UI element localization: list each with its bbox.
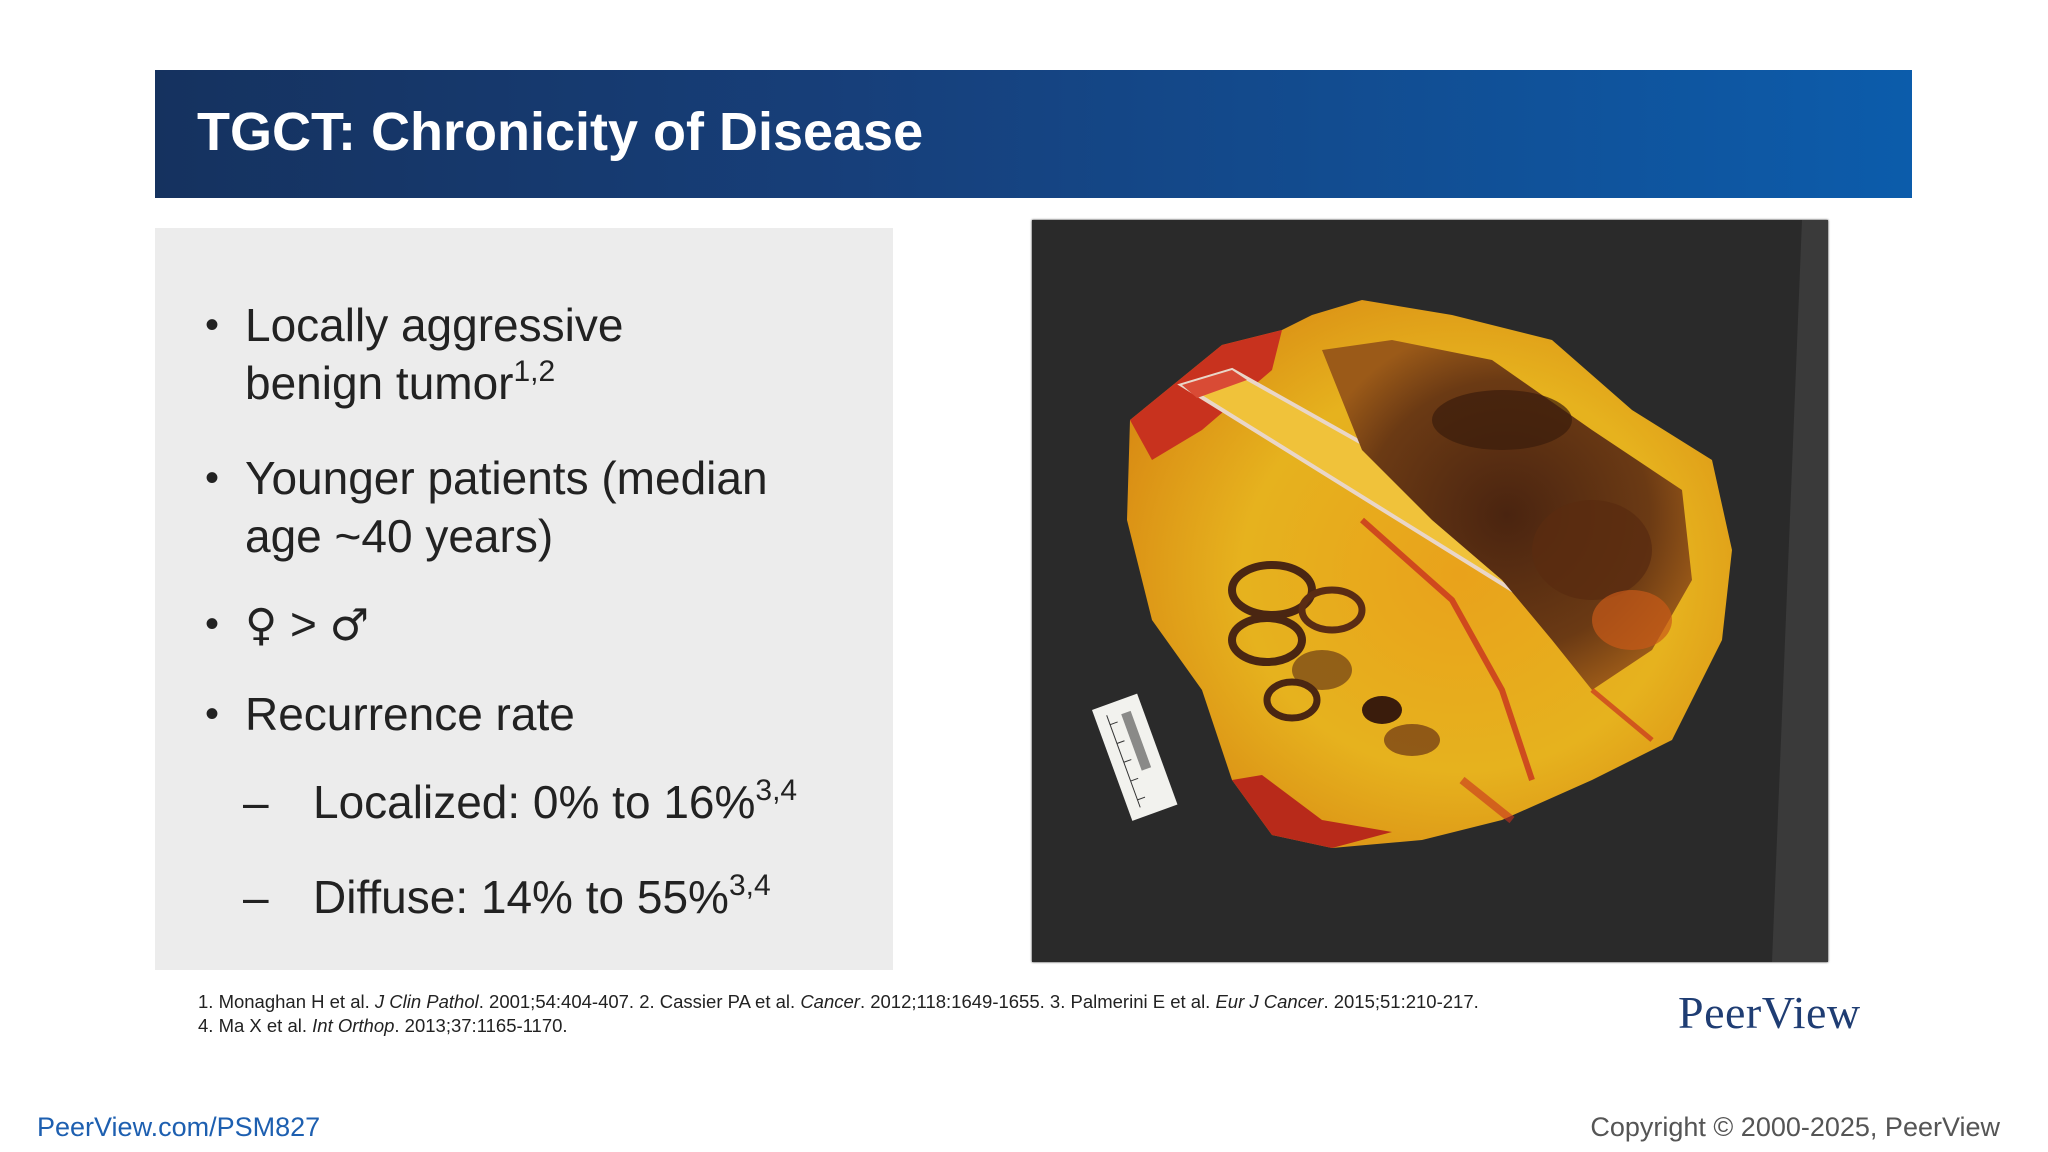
reference-text: . 2012;118:1649-1655. 3. Palmerini E et … [859,991,1211,1012]
reference-journal: Int Orthop [312,1015,395,1036]
sub-bullet-item: – Localized: 0% to 16%3,4 [205,773,865,838]
citation: 1,2 [513,355,556,388]
reference-journal: Cancer [800,991,860,1012]
specimen-photo [1032,220,1828,962]
female-symbol-icon: ♀ [245,600,278,651]
bullet-item: • Recurrence rate [205,685,865,743]
bullet-text: Younger patients (median [245,452,768,504]
slide-title: TGCT: Chronicity of Disease [197,102,924,162]
bullet-text: benign tumor [245,357,514,409]
bullet-text: age ~40 years) [245,510,554,562]
reference-text: . 2015;51:210-217. [1323,991,1479,1012]
reference-text: . 2013;37:1165-1170. [394,1015,568,1036]
reference-journal: Eur J Cancer [1215,991,1324,1012]
bullet-dot: • [205,602,220,646]
sub-bullet-text: Localized: 0% to 16% [313,776,756,828]
bullet-text: Locally aggressive [245,299,624,351]
reference-text: . 2001;54:404-407. 2. Cassier PA et al. [478,991,796,1012]
peerview-logo: PeerView [1678,987,1861,1038]
greater-than: > [290,598,317,650]
bullet-panel: • Locally aggressive benign tumor1,2 • Y… [155,228,893,970]
bullet-item: • ♀ > ♂ [205,595,865,655]
sub-bullet-item: – Diffuse: 14% to 55%3,4 [205,868,865,933]
bullet-dot: • [205,692,220,736]
references: 1. Monaghan H et al. J Clin Pathol. 2001… [198,990,1618,1038]
bullet-dot: • [205,456,220,500]
reference-line: 4. Ma X et al. Int Orthop. 2013;37:1165-… [198,1014,1618,1038]
copyright-text: Copyright © 2000-2025, PeerView [1590,1112,2000,1142]
bullet-dot: • [205,303,220,347]
citation: 3,4 [728,869,771,902]
male-symbol-icon: ♂ [329,600,370,651]
reference-journal: J Clin Pathol [374,991,479,1012]
citation: 3,4 [755,774,798,807]
bullet-list: • Locally aggressive benign tumor1,2 • Y… [205,296,865,963]
sub-bullet-text: Diffuse: 14% to 55% [313,871,729,923]
reference-text: 1. Monaghan H et al. [198,991,370,1012]
sub-bullet-dash: – [243,776,269,828]
sub-bullet-dash: – [243,871,269,923]
footer-link[interactable]: PeerView.com/PSM827 [37,1112,321,1142]
bullet-text: Recurrence rate [245,688,575,740]
reference-line: 1. Monaghan H et al. J Clin Pathol. 2001… [198,990,1618,1014]
reference-text: 4. Ma X et al. [198,1015,307,1036]
title-bar: TGCT: Chronicity of Disease [155,70,1912,198]
gross-specimen-photo-icon [1032,220,1828,962]
bullet-item: • Younger patients (median age ~40 years… [205,449,865,565]
bullet-item: • Locally aggressive benign tumor1,2 [205,296,865,419]
